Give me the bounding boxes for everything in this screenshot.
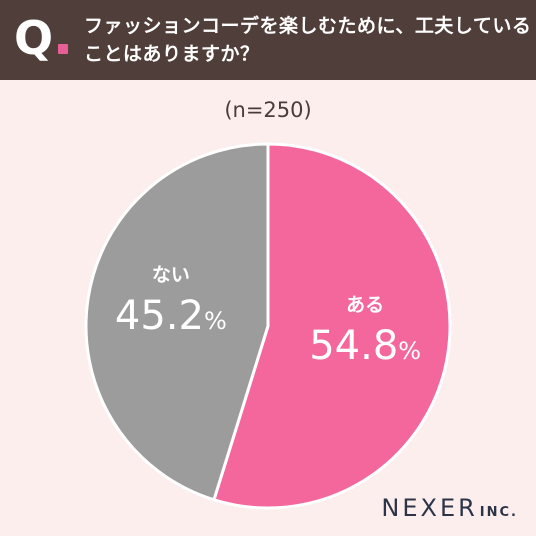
slice-category-label: ある [346, 294, 384, 316]
q-mark: Q [14, 11, 54, 65]
slice-value-label: 45.2% [115, 293, 227, 339]
question-line-1: ファッションコーデを楽しむために、工夫している [84, 15, 532, 37]
sample-size: (n=250) [224, 98, 312, 122]
slice-value-label: 54.8% [309, 323, 421, 369]
logo-suffix: INC. [479, 505, 518, 520]
question-header: Q ファッションコーデを楽しむために、工夫している ことはありますか？ [0, 0, 536, 80]
pie-slice-0 [212, 142, 452, 510]
slice-label-group-1: ない 45.2% [115, 264, 227, 339]
slice-label-group-0: ある 54.8% [309, 294, 421, 369]
question-line-2: ことはありますか？ [84, 43, 260, 65]
slice-category-label: ない [152, 264, 190, 286]
pie-slice-1 [84, 142, 270, 502]
q-mark-dot [58, 44, 68, 54]
question-text: ファッションコーデを楽しむために、工夫している ことはありますか？ [84, 12, 532, 68]
nexer-logo: NEXER INC. [381, 494, 518, 522]
logo-main: NEXER [381, 494, 478, 522]
